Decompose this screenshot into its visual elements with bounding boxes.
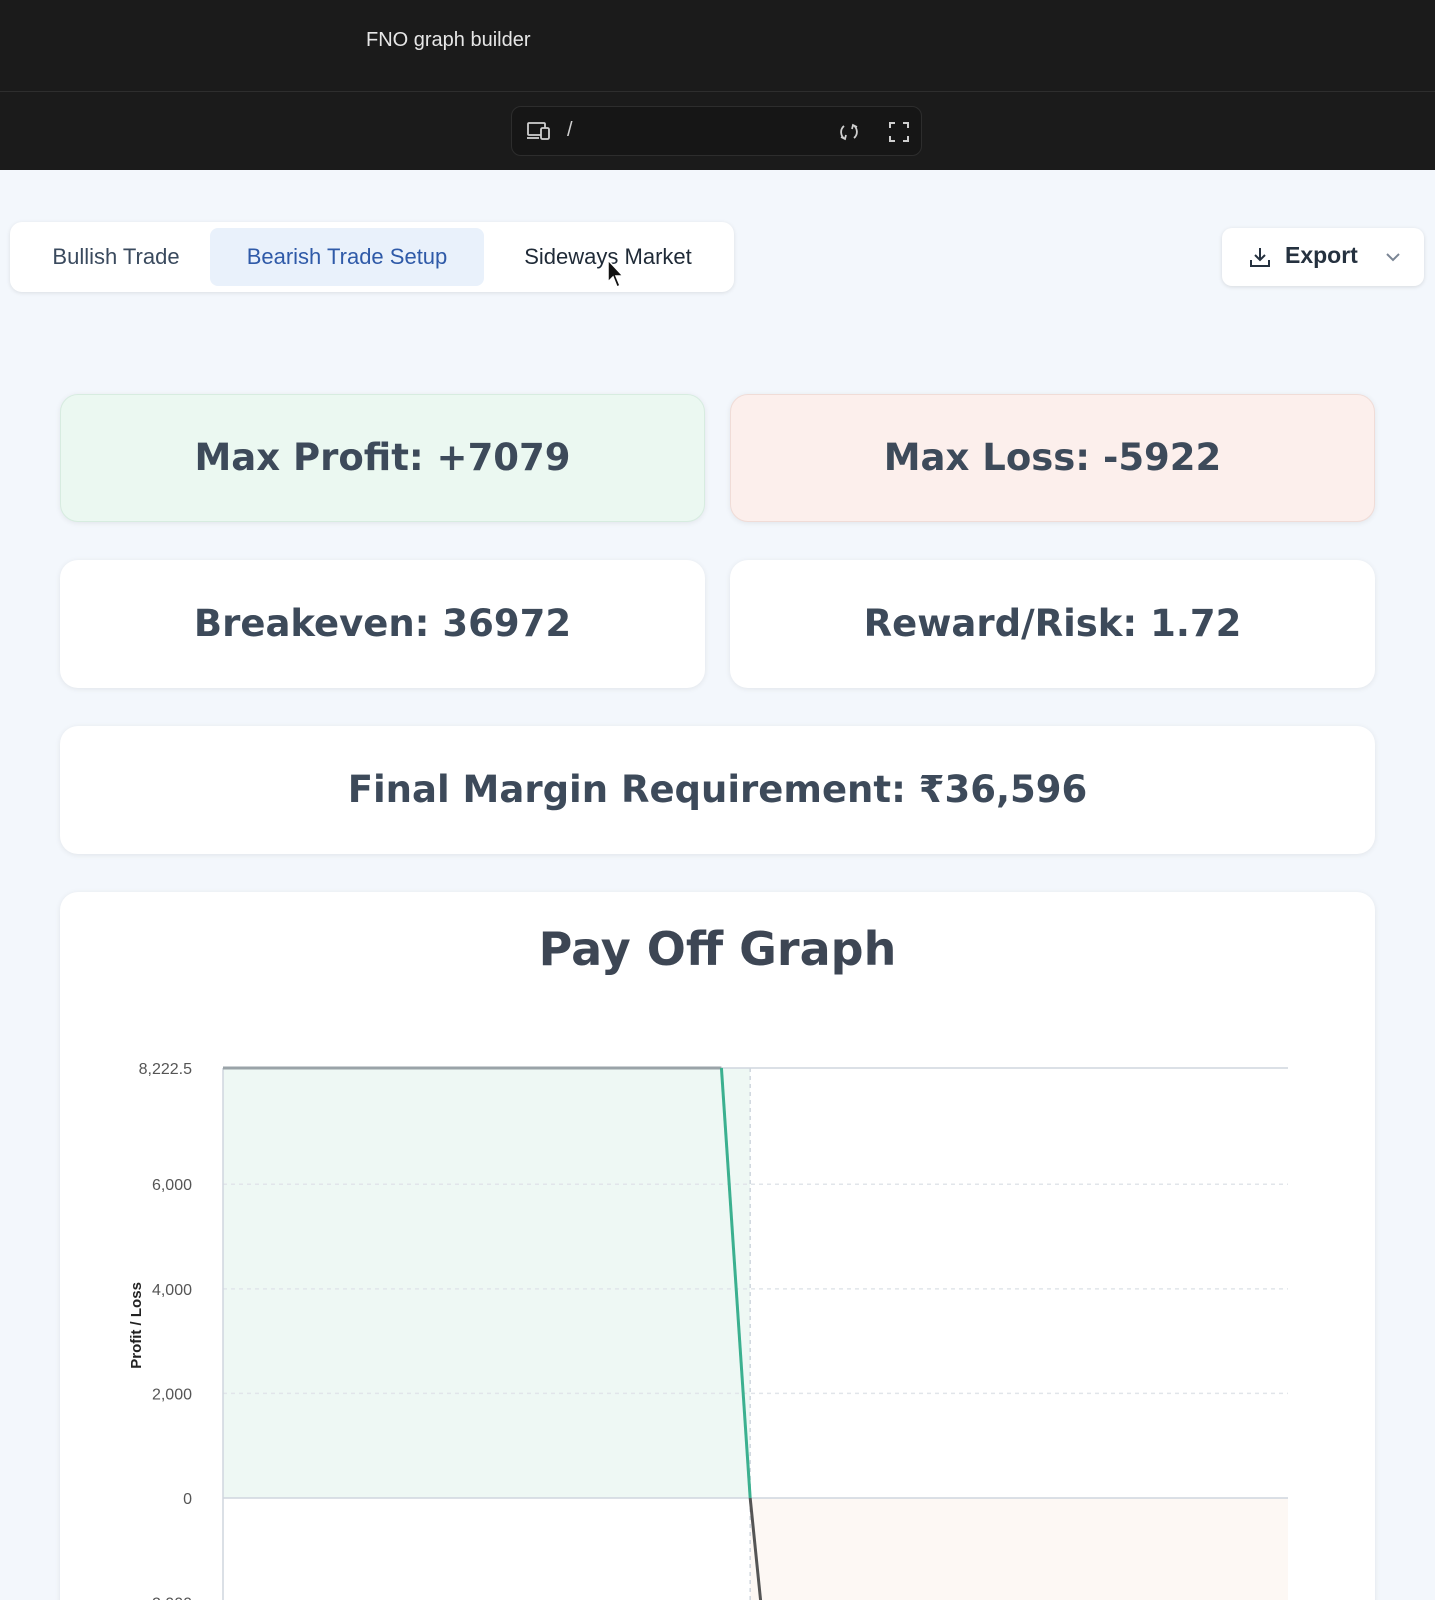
margin-requirement-card: Final Margin Requirement: ₹36,596 [60, 726, 1375, 854]
url-path[interactable]: / [567, 119, 573, 141]
tab-bearish-trade-setup[interactable]: Bearish Trade Setup [210, 228, 484, 286]
title-bar: FNO graph builder [0, 0, 1435, 92]
payoff-chart-card: Pay Off Graph 8,222.5 6,000 4,000 2,000 0 -2,… [60, 892, 1375, 1600]
export-label: Export [1285, 242, 1358, 268]
y-tick-label: 6,000 [152, 1177, 192, 1194]
strategy-tabs: Bullish Trade Bearish Trade Setup Sidewa… [10, 222, 734, 292]
refresh-icon[interactable] [837, 120, 861, 144]
mouse-cursor-icon [607, 258, 625, 289]
download-icon [1250, 248, 1270, 267]
export-button[interactable]: Export [1222, 228, 1424, 286]
devices-icon[interactable] [526, 121, 552, 143]
y-tick-label: 8,222.5 [139, 1061, 192, 1078]
payoff-chart: 8,222.5 6,000 4,000 2,000 0 -2,000 Profit / Lo… [128, 1061, 1288, 1600]
loss-area [750, 1498, 1288, 1600]
payoff-line-loss [748, 1497, 763, 1600]
tab-bullish-trade[interactable]: Bullish Trade [52, 244, 180, 269]
chart-title: Pay Off Graph [538, 922, 897, 976]
y-tick-label: 4,000 [152, 1282, 192, 1299]
y-tick-label: 2,000 [152, 1386, 192, 1403]
toolbar-row: / [0, 92, 1435, 170]
reward-risk-card: Reward/Risk: 1.72 [730, 560, 1375, 688]
profit-area [223, 1068, 751, 1498]
fullscreen-icon[interactable] [887, 120, 911, 144]
app-title: FNO graph builder [366, 29, 531, 51]
address-bar[interactable]: / [511, 106, 922, 156]
max-profit-card: Max Profit: +7079 [60, 394, 705, 522]
max-loss-card: Max Loss: -5922 [730, 394, 1375, 522]
y-tick-label: 0 [183, 1491, 192, 1508]
y-tick-label: -2,000 [147, 1596, 192, 1600]
payoff-line-drop [719, 1067, 752, 1499]
y-axis-label: Profit / Loss [128, 1282, 145, 1369]
breakeven-card: Breakeven: 36972 [60, 560, 705, 688]
chevron-down-icon [1386, 253, 1400, 262]
